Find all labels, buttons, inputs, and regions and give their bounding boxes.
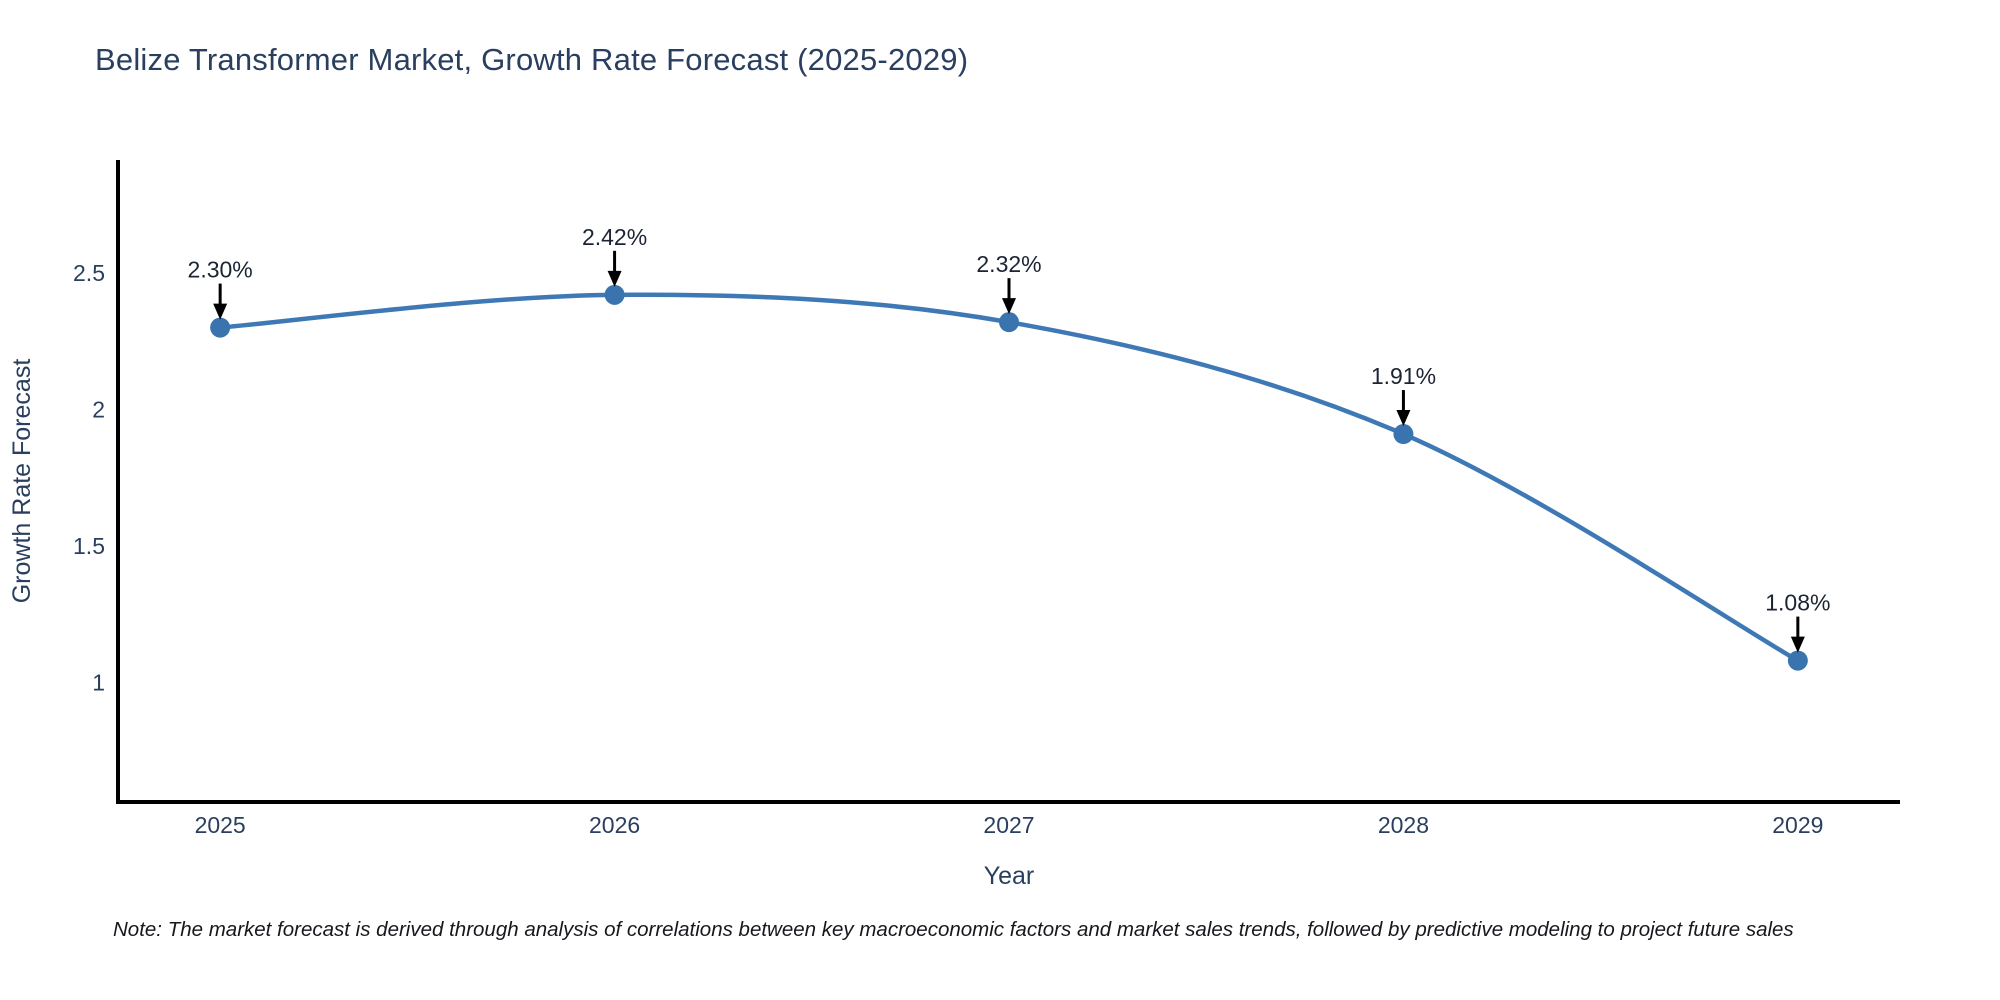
y-tick-label: 1.5 (73, 533, 105, 559)
data-point-marker (999, 312, 1019, 333)
data-point-marker (604, 284, 625, 305)
data-point-marker (210, 317, 231, 338)
data-point-marker (1787, 650, 1808, 671)
y-tick-label: 2.5 (73, 260, 105, 286)
forecast-line (217, 292, 1801, 663)
point-value-label: 1.91% (1371, 363, 1436, 389)
x-tick-label: 2026 (589, 812, 640, 838)
point-value-label: 2.30% (188, 257, 253, 283)
annotation-arrow-head (1002, 298, 1016, 315)
annotation-arrow-head (1790, 636, 1805, 653)
chart-title: Belize Transformer Market, Growth Rate F… (95, 42, 969, 77)
point-value-label: 2.32% (976, 251, 1041, 277)
y-axis-title: Growth Rate Forecast (8, 359, 36, 604)
annotation-arrow-head (213, 303, 228, 320)
annotation-arrow-head (1396, 410, 1411, 427)
x-tick-label: 2025 (195, 812, 246, 838)
point-value-label: 1.08% (1765, 590, 1830, 616)
annotation-arrow-head (607, 270, 622, 287)
x-axis-title: Year (984, 862, 1035, 890)
axis-lines (116, 160, 1900, 804)
footnote: Note: The market forecast is derived thr… (113, 918, 1794, 941)
y-tick-label: 2 (92, 396, 105, 422)
y-tick-label: 1 (92, 669, 105, 695)
x-tick-label: 2029 (1772, 812, 1823, 838)
x-tick-label: 2028 (1378, 812, 1429, 838)
x-tick-label: 2027 (983, 812, 1034, 838)
data-point-marker (1393, 424, 1414, 445)
point-value-label: 2.42% (582, 224, 647, 250)
